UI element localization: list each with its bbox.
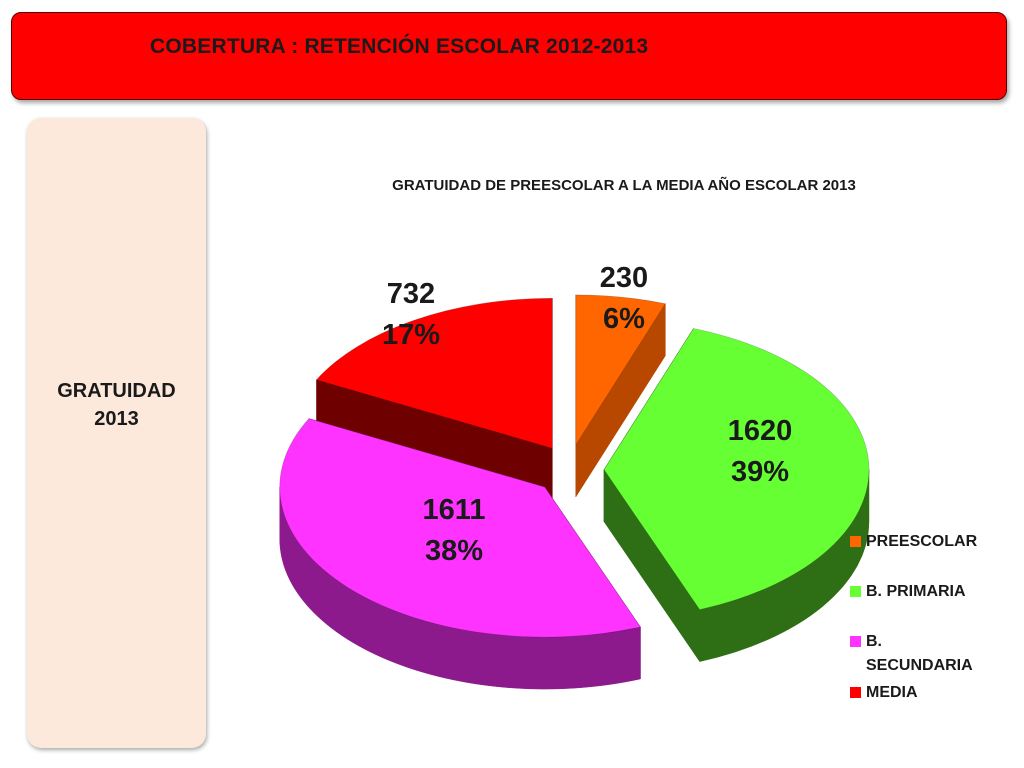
legend-item-b-primaria: B. PRIMARIA xyxy=(850,580,981,604)
slice-value-label-preescolar: 230 xyxy=(600,262,648,294)
legend-label-b-secundaria: B. SECUNDARIA xyxy=(866,633,973,674)
side-panel-label-line1: GRATUIDAD xyxy=(57,380,176,402)
legend-swatch-preescolar xyxy=(850,536,861,547)
pie-labels: 230 6% 1620 39% 1611 38% 732 17% xyxy=(382,262,792,567)
legend-swatch-media xyxy=(850,687,861,698)
pie-tops xyxy=(279,294,870,638)
legend-item-b-secundaria: B. SECUNDARIA xyxy=(850,630,981,678)
slice-percent-label-media: 17% xyxy=(382,319,440,351)
pie-slice-b-primaria xyxy=(603,328,870,610)
slice-value-label-b-secundaria: 1611 xyxy=(423,494,486,526)
pie-slice-media xyxy=(315,297,553,449)
pie-slice-preescolar xyxy=(575,294,666,446)
legend-item-preescolar: PREESCOLAR xyxy=(850,530,981,554)
side-panel: GRATUIDAD 2013 xyxy=(27,118,206,748)
legend-label-b-primaria: B. PRIMARIA xyxy=(866,583,966,600)
legend-swatch-b-secundaria xyxy=(850,636,861,647)
header-title: COBERTURA : RETENCIÓN ESCOLAR 2012-2013 xyxy=(150,35,649,58)
slice-value-label-media: 732 xyxy=(387,278,435,310)
slice-percent-label-b-secundaria: 38% xyxy=(425,535,483,567)
slice-percent-label-preescolar: 6% xyxy=(603,303,645,335)
side-panel-label-line2: 2013 xyxy=(94,408,139,430)
slice-percent-label-b-primaria: 39% xyxy=(731,456,789,488)
chart-title: GRATUIDAD DE PREESCOLAR A LA MEDIA AÑO E… xyxy=(392,177,856,194)
legend-item-media: MEDIA xyxy=(850,681,981,705)
pie-slice-b-secundaria xyxy=(279,418,641,638)
header-banner: COBERTURA : RETENCIÓN ESCOLAR 2012-2013 xyxy=(11,12,1007,100)
side-panel-label: GRATUIDAD 2013 xyxy=(27,377,206,433)
slice-side-preescolar xyxy=(575,294,666,498)
slice-value-label-b-primaria: 1620 xyxy=(728,415,793,447)
legend-label-media: MEDIA xyxy=(866,684,918,701)
legend-label-preescolar: PREESCOLAR xyxy=(866,533,978,550)
legend-swatch-b-primaria xyxy=(850,586,861,597)
